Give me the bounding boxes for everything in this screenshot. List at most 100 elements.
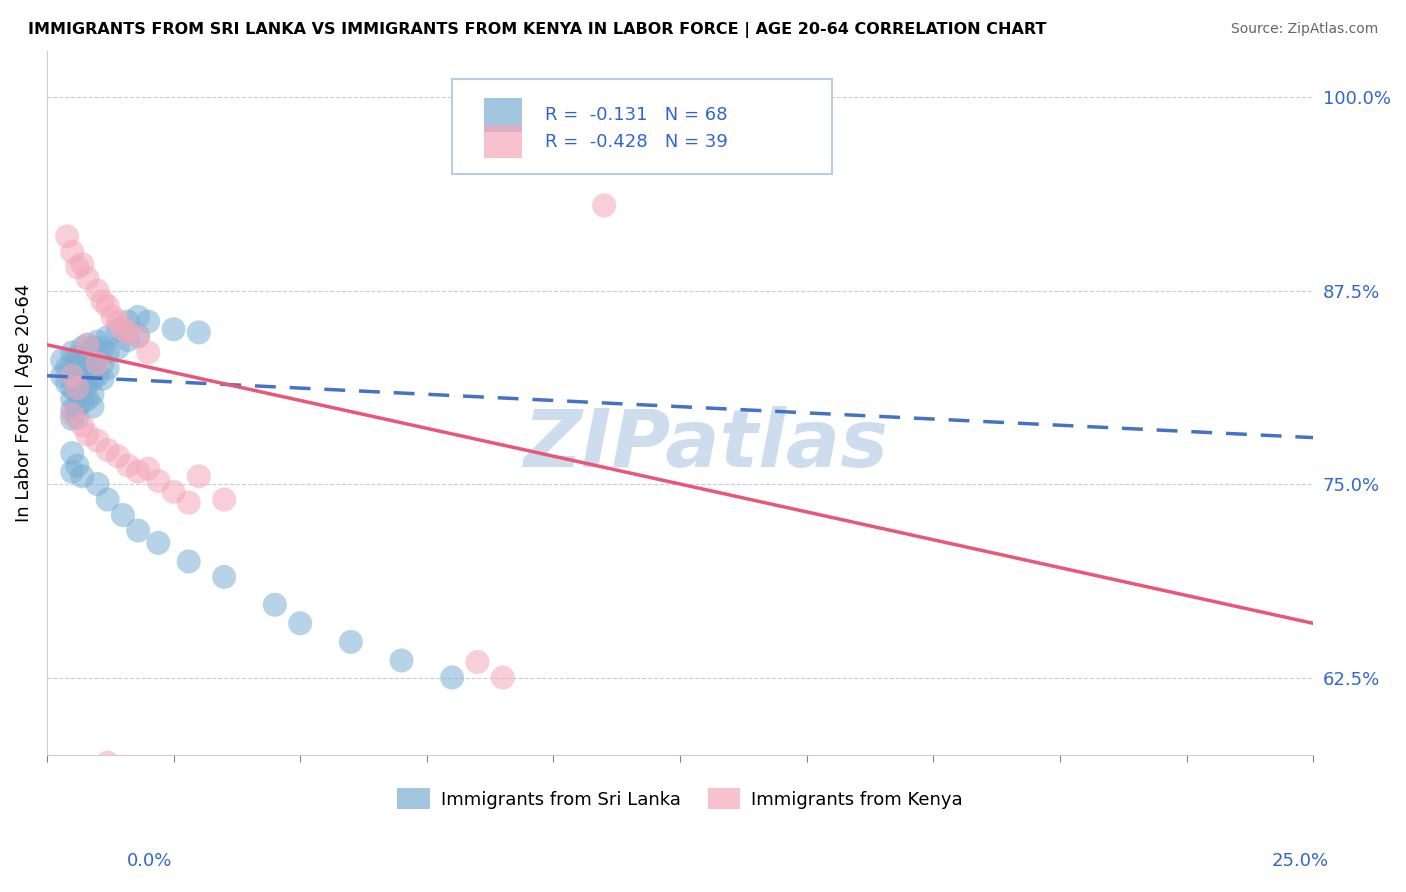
Point [107,314,129,328]
Point [91,294,114,309]
Point [97,345,120,359]
Point [107,341,129,355]
Point [97,361,120,376]
Point [82,400,104,414]
Point [97,299,120,313]
Point [66,381,89,395]
Point [136,314,159,328]
Point [177,495,200,509]
Point [72,368,94,383]
Point [91,341,114,355]
Point [72,257,94,271]
Text: R =  -0.131   N = 68: R = -0.131 N = 68 [544,106,727,124]
Point [107,449,129,463]
Legend: Immigrants from Sri Lanka, Immigrants from Kenya: Immigrants from Sri Lanka, Immigrants fr… [391,781,970,816]
Point [467,655,489,669]
Point [212,492,235,507]
Text: IMMIGRANTS FROM SRI LANKA VS IMMIGRANTS FROM KENYA IN LABOR FORCE | AGE 20-64 CO: IMMIGRANTS FROM SRI LANKA VS IMMIGRANTS … [28,22,1046,38]
Point [288,616,311,631]
Point [60,412,83,426]
Text: Source: ZipAtlas.com: Source: ZipAtlas.com [1230,22,1378,37]
Point [60,368,83,383]
Point [391,653,413,667]
Point [51,368,73,383]
Point [97,492,120,507]
Y-axis label: In Labor Force | Age 20-64: In Labor Force | Age 20-64 [15,284,32,522]
Point [82,341,104,355]
Point [288,768,311,782]
Point [60,368,83,383]
Point [127,310,149,324]
Point [72,418,94,433]
Point [162,322,184,336]
Point [593,198,616,212]
Point [72,341,94,355]
Point [76,350,98,364]
Point [97,756,120,770]
Point [263,598,285,612]
Point [97,442,120,457]
Point [56,361,79,376]
Text: ZIPatlas: ZIPatlas [523,406,889,484]
Point [56,376,79,391]
Point [177,554,200,568]
Point [111,508,134,522]
Point [107,322,129,336]
FancyBboxPatch shape [453,78,832,174]
Point [127,524,149,538]
Point [127,465,149,479]
Point [72,395,94,409]
Point [91,372,114,386]
Point [76,392,98,406]
Point [60,446,83,460]
Point [56,229,79,244]
Bar [484,98,522,132]
Point [76,378,98,392]
Point [60,465,83,479]
Point [127,328,149,343]
Point [111,322,134,336]
Point [76,337,98,351]
Point [492,671,515,685]
Point [72,469,94,483]
Point [136,461,159,475]
Point [60,408,83,422]
Point [66,362,89,376]
Point [97,330,120,344]
Point [76,337,98,351]
Point [60,244,83,259]
Point [82,356,104,370]
Point [66,350,89,364]
Point [162,484,184,499]
Point [117,326,139,340]
Point [127,330,149,344]
Point [76,427,98,442]
Point [86,477,108,491]
Point [60,356,83,370]
Point [60,381,83,395]
Point [86,356,108,370]
Point [82,387,104,401]
Text: 25.0%: 25.0% [1271,852,1329,870]
Point [72,356,94,370]
Bar [484,125,522,159]
Point [187,326,209,340]
Point [86,284,108,298]
Point [60,345,83,359]
Point [187,469,209,483]
Point [76,271,98,285]
Point [51,353,73,368]
Point [82,372,104,386]
Text: R =  -0.428   N = 39: R = -0.428 N = 39 [544,133,727,151]
Point [66,458,89,473]
Point [72,381,94,395]
Point [66,372,89,386]
Point [117,314,139,328]
Point [66,400,89,414]
Point [60,402,83,417]
Point [86,434,108,448]
Point [66,410,89,425]
Point [148,474,170,488]
Point [315,774,337,789]
Point [117,458,139,473]
